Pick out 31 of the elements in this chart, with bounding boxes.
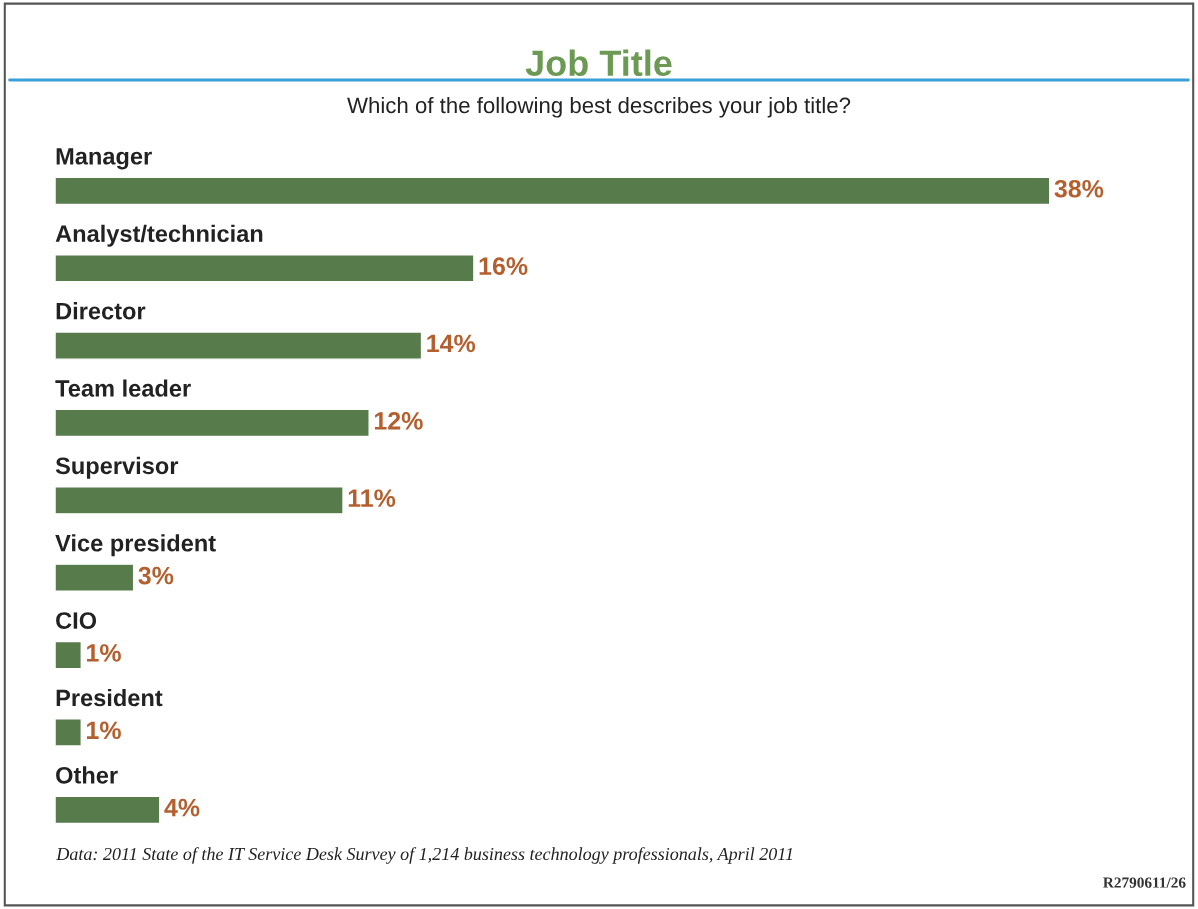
y-tick-label: Other (56, 766, 118, 784)
bar (55, 563, 135, 592)
bar (55, 718, 82, 747)
y-tick-label: Supervisor (55, 456, 179, 479)
bar (55, 176, 1051, 206)
text: R2790611/26 (1103, 877, 1186, 888)
bar (55, 254, 475, 283)
data-label: 14% (427, 334, 476, 353)
y-tick-label: CIO (56, 612, 97, 629)
data-label: 1% (87, 644, 121, 662)
bar (55, 640, 82, 670)
data-label: 16% (479, 257, 528, 275)
y-tick-label: President (56, 688, 163, 707)
bar (55, 408, 370, 438)
data-label: 3% (138, 566, 174, 585)
data-label: 12% (374, 411, 423, 430)
chart-subtitle: Which of the following best describes your job title? (347, 96, 851, 118)
data-label: 11% (348, 489, 396, 507)
y-tick-label: Analyst/technician (55, 224, 263, 247)
y-tick-label: Vice president (55, 534, 216, 557)
chart-title: Job Title (525, 49, 672, 77)
bar (55, 795, 161, 825)
data-label: 1% (87, 721, 121, 740)
y-tick-label: Team leader (55, 379, 191, 397)
data-label: 38% (1054, 179, 1104, 198)
data-label: 4% (164, 798, 200, 817)
y-tick-label: Manager (56, 148, 152, 170)
bar (55, 486, 344, 515)
text: Data: 2011 State of the IT Service Desk Survey of 1,214 business technology professionals, April 2011 (56, 847, 793, 864)
bar (55, 331, 423, 360)
y-tick-label: Director (56, 302, 146, 320)
